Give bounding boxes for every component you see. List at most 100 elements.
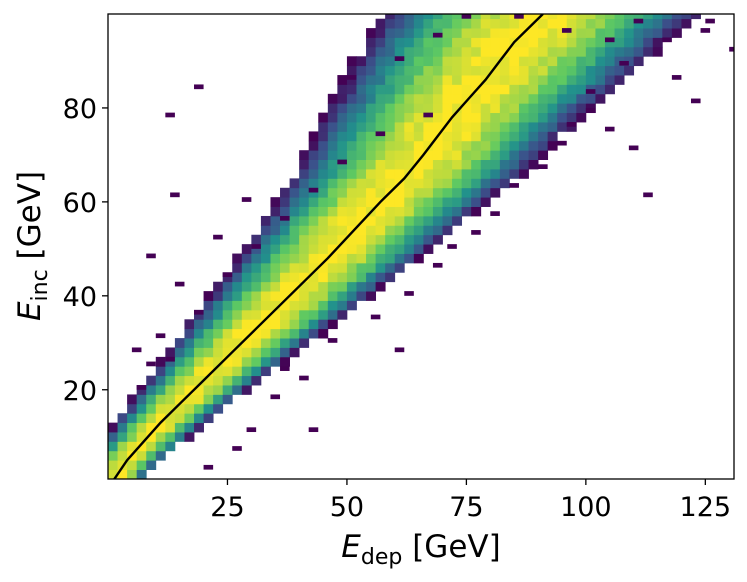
- heatmap-cell: [461, 178, 472, 189]
- heatmap-cell: [222, 366, 233, 377]
- heatmap-cell: [538, 14, 549, 20]
- heatmap-cell: [136, 460, 147, 470]
- heatmap-cell: [318, 234, 329, 245]
- heatmap-cell: [595, 93, 606, 104]
- heatmap-cell: [461, 46, 472, 57]
- heatmap-cell: [595, 84, 606, 95]
- heatmap-cell: [327, 215, 338, 226]
- heatmap-cell: [241, 253, 252, 264]
- heatmap-cell: [461, 140, 472, 151]
- heatmap-cell: [241, 366, 252, 377]
- heatmap-cell: [423, 244, 434, 254]
- heatmap-cell: [624, 46, 635, 57]
- heatmap-cell: [432, 112, 443, 123]
- heatmap-cell: [499, 84, 510, 95]
- heatmap-cell: [461, 18, 472, 29]
- heatmap-cell: [308, 262, 319, 273]
- heatmap-cell: [165, 413, 176, 424]
- heatmap-cell: [155, 385, 166, 395]
- heatmap-cell: [432, 159, 443, 170]
- heatmap-cell: [490, 131, 501, 142]
- heatmap-cell: [566, 37, 577, 48]
- heatmap-cell: [385, 150, 396, 160]
- heatmap-cell: [394, 112, 405, 123]
- heatmap-cell: [461, 103, 472, 114]
- heatmap-cell: [385, 140, 396, 151]
- heatmap-cell: [614, 18, 625, 29]
- heatmap-cell: [643, 37, 654, 48]
- heatmap-cell: [471, 112, 482, 123]
- heatmap-cell: [480, 122, 491, 132]
- heatmap-cell: [155, 366, 166, 377]
- heatmap-cell: [576, 14, 587, 20]
- heatmap-cell: [394, 28, 405, 38]
- heatmap-cell: [566, 75, 577, 85]
- heatmap-cell: [308, 300, 319, 311]
- heatmap-outlier-cell: [346, 75, 357, 80]
- heatmap-cell: [327, 197, 338, 207]
- heatmap-cell: [452, 46, 463, 57]
- heatmap-cell: [308, 225, 319, 236]
- heatmap-cell: [232, 375, 243, 386]
- heatmap-cell: [232, 385, 243, 395]
- heatmap-cell: [566, 122, 577, 132]
- heatmap-cell: [213, 319, 224, 330]
- heatmap-cell: [423, 37, 434, 48]
- heatmap-cell: [346, 253, 357, 264]
- heatmap-cell: [423, 28, 434, 38]
- heatmap-cell: [232, 262, 243, 273]
- heatmap-cell: [595, 65, 606, 76]
- heatmap-cell: [538, 28, 549, 38]
- heatmap-cell: [423, 65, 434, 76]
- heatmap-cell: [557, 14, 568, 20]
- heatmap-cell: [346, 93, 357, 104]
- heatmap-cell: [442, 187, 453, 198]
- heatmap-cell: [356, 291, 367, 301]
- heatmap-cell: [480, 140, 491, 151]
- heatmap-cell: [480, 169, 491, 179]
- heatmap-cell: [251, 272, 262, 283]
- heatmap-cell: [413, 150, 424, 160]
- heatmap-cell: [461, 56, 472, 67]
- heatmap-cell: [499, 28, 510, 38]
- heatmap-cell: [528, 93, 539, 104]
- heatmap-cell: [490, 103, 501, 114]
- heatmap-cell: [528, 122, 539, 132]
- heatmap-cell: [136, 385, 147, 395]
- heatmap-cell: [452, 103, 463, 114]
- heatmap-cell: [280, 309, 290, 320]
- heatmap-cell: [490, 14, 501, 20]
- heatmap-cell: [394, 187, 405, 198]
- heatmap-cell: [566, 18, 577, 29]
- heatmap-cell: [499, 112, 510, 123]
- heatmap-outlier-cell: [194, 309, 204, 315]
- heatmap-cell: [499, 56, 510, 67]
- heatmap-cell: [413, 140, 424, 151]
- heatmap-cell: [471, 103, 482, 114]
- heatmap-cell: [366, 215, 377, 226]
- heatmap-cell: [404, 18, 415, 29]
- heatmap-cell: [394, 225, 405, 236]
- heatmap-cell: [394, 234, 405, 245]
- heatmap-cell: [337, 169, 348, 179]
- heatmap-cell: [289, 347, 300, 358]
- heatmap-cell: [327, 262, 338, 273]
- heatmap-cell: [442, 37, 453, 48]
- heatmap-cell: [471, 93, 482, 104]
- heatmap-cell: [117, 441, 128, 452]
- heatmap-cell: [404, 187, 415, 198]
- heatmap-cell: [308, 187, 319, 198]
- heatmap-cell: [337, 300, 348, 311]
- heatmap-cell: [499, 75, 510, 85]
- heatmap-cell: [624, 18, 635, 29]
- heatmap-cell: [385, 253, 396, 264]
- heatmap-cell: [423, 131, 434, 142]
- heatmap-cell: [576, 28, 587, 38]
- heatmap-cell: [471, 159, 482, 170]
- heatmap-cell: [432, 103, 443, 114]
- heatmap-cell: [346, 75, 357, 85]
- heatmap-cell: [662, 18, 673, 29]
- heatmap-cell: [260, 309, 271, 320]
- heatmap-cell: [136, 413, 147, 424]
- heatmap-cell: [557, 65, 568, 76]
